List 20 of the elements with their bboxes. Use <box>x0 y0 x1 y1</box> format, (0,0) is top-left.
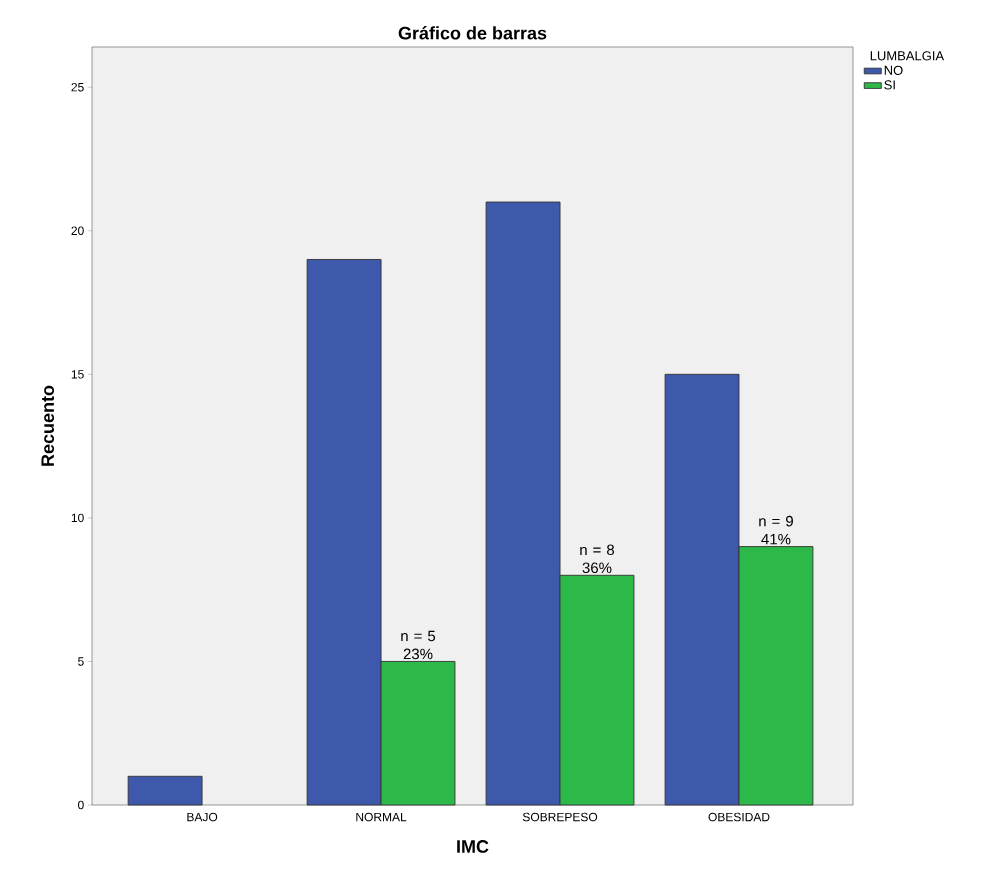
x-tick-label: OBESIDAD <box>708 812 770 822</box>
data-label: n = 5 23% <box>401 630 436 660</box>
legend-title: LUMBALGIA <box>870 51 945 61</box>
bar <box>127 775 203 806</box>
y-tick-label: 25 <box>71 82 84 92</box>
x-tick-label: SOBREPESO <box>522 812 598 822</box>
y-tick-label: 10 <box>71 513 84 523</box>
chart-title: Gráfico de barras <box>398 26 547 40</box>
y-tick-label: 5 <box>78 657 84 666</box>
y-tick-label: 20 <box>71 226 84 236</box>
legend-label: SI <box>884 80 895 90</box>
x-tick-label: BAJO <box>187 812 218 822</box>
y-tick-label: 0 <box>78 800 84 810</box>
y-tick-label: 15 <box>71 370 84 379</box>
x-tick-label: NORMAL <box>356 812 407 822</box>
data-label: n = 8 36% <box>580 544 615 574</box>
y-axis-title: Recuento <box>41 385 55 466</box>
legend-label: NO <box>884 65 903 75</box>
x-axis-title: IMC <box>457 840 489 853</box>
data-label: n = 9 41% <box>759 515 793 545</box>
